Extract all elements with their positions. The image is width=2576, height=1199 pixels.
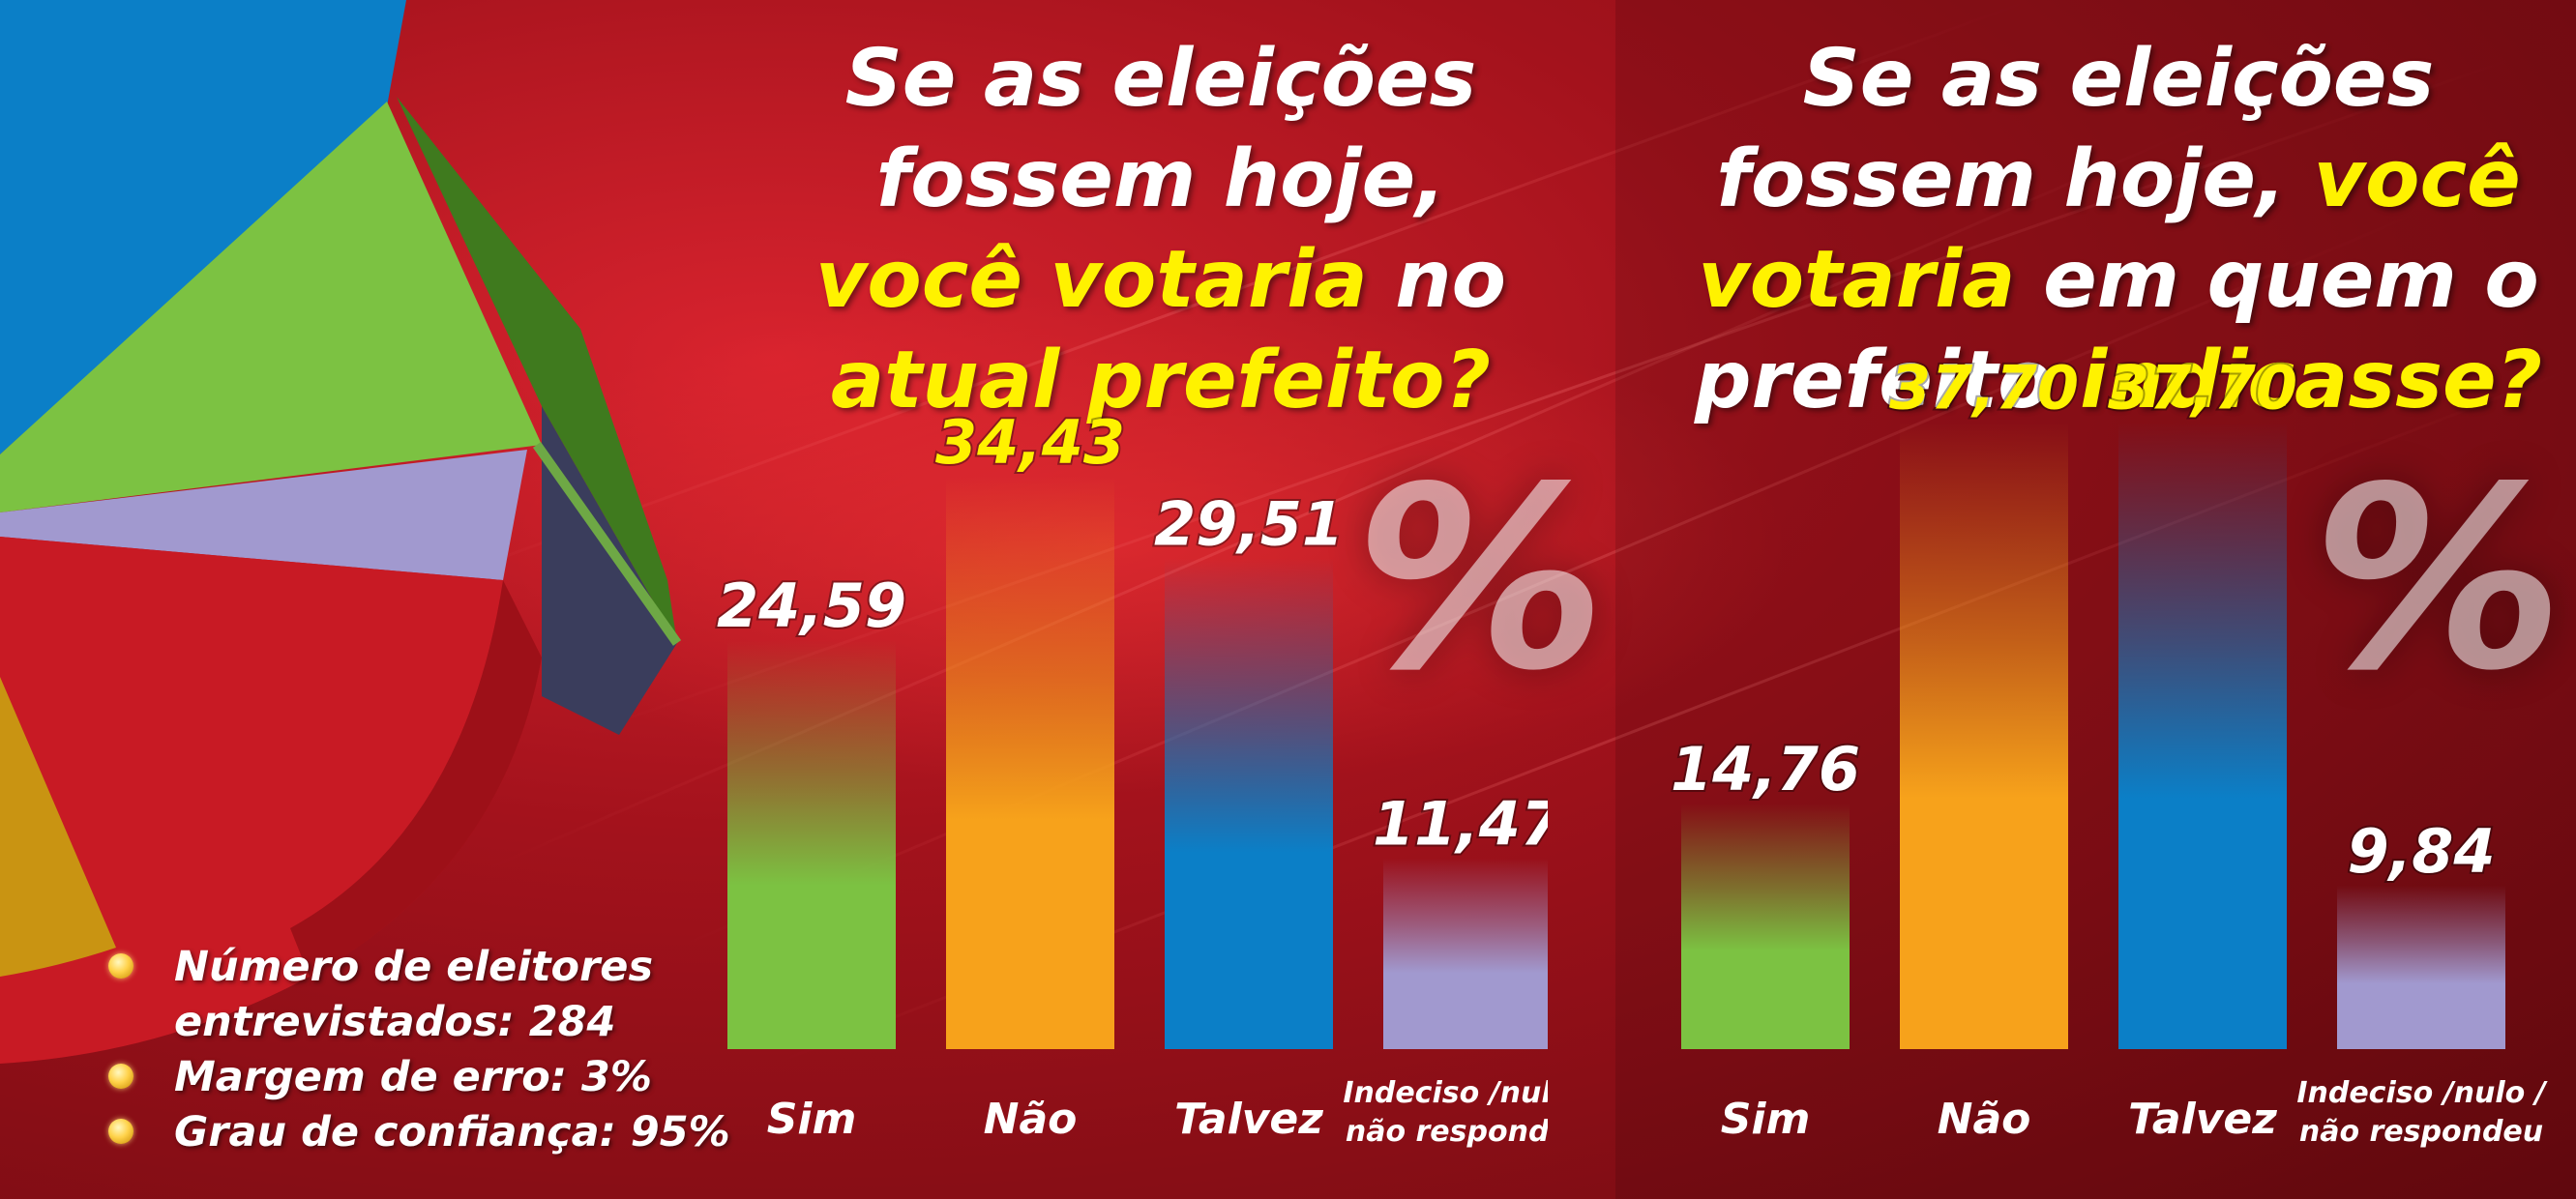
category-label: Talvez (2128, 1095, 2277, 1144)
pie-edge-green (532, 442, 682, 646)
pie-chart-decoration (0, 0, 682, 1064)
title-segment: em quem o (2015, 234, 2539, 326)
category-label: Sim (767, 1095, 857, 1144)
value-label: 9,84 (2348, 816, 2496, 887)
value-label: 24,59 (717, 570, 906, 641)
value-label: 37,70 (2108, 353, 2297, 424)
pie-slice-green (0, 102, 542, 512)
bar-talvez (2118, 422, 2287, 1049)
bullet-icon (108, 1064, 133, 1089)
note-text-cont: entrevistados: 284 (174, 998, 616, 1046)
chart-1-percent-symbol: % (1354, 434, 1607, 726)
pie-slice-red-shade (290, 580, 542, 977)
bar-chart-2: 14,76 Sim 37,70 Não 37,70 Talvez 9,84 Indeciso … (1669, 351, 2549, 1149)
bar-nao (946, 476, 1114, 1050)
value-label: 34,43 (935, 407, 1125, 478)
bar-nao (1900, 422, 2068, 1049)
category-label: Não (1938, 1095, 2031, 1144)
note-text: Margem de erro: 3% (174, 1053, 652, 1101)
title-highlight-segment: você (2313, 133, 2521, 225)
value-label: 14,76 (1671, 734, 1860, 804)
value-label: 11,47 (1373, 789, 1548, 860)
note-text: Número de eleitores (174, 943, 654, 991)
title-segment: Se as eleições (1802, 33, 2435, 125)
title-segment: fossem hoje, (875, 133, 1446, 225)
bullet-icon (108, 953, 133, 979)
value-label: 37,70 (1889, 353, 2079, 424)
pie-side-dark (542, 406, 677, 735)
pie-slice-green-side (397, 97, 677, 643)
category-label: não respondeu (1346, 1115, 1548, 1149)
category-label: Sim (1721, 1095, 1811, 1144)
pie-slice-gold (0, 677, 116, 977)
title-highlight-segment: indicasse? (2080, 335, 2543, 426)
value-label: 29,51 (1154, 488, 1344, 559)
bar-indeciso (2337, 885, 2505, 1049)
bullet-icon (108, 1119, 133, 1144)
category-label: Indeciso /nulo / (1343, 1076, 1548, 1110)
category-label: Indeciso /nulo / (2296, 1076, 2548, 1110)
category-label: Talvez (1174, 1095, 1323, 1144)
title-highlight-segment: votaria (1698, 234, 2016, 326)
title-segment: Se as eleições (844, 33, 1477, 125)
pie-slice-red (0, 537, 542, 1064)
title-segment: prefeito (1694, 335, 2081, 426)
title-segment: no (1367, 234, 1507, 326)
chart-1-title: Se as eleições fossem hoje, você votaria n… (793, 29, 1528, 431)
chart-2-percent-symbol: % (2312, 434, 2564, 726)
category-label: não respondeu (2299, 1115, 2543, 1149)
title-highlight-segment: atual prefeito? (830, 335, 1492, 426)
note-item: Margem de erro: 3% (108, 1050, 730, 1105)
chart-2-title: Se as eleições fossem hoje, você votaria e… (1673, 29, 2563, 431)
bar-chart-1: 24,59 Sim 34,43 Não 29,51 Talvez 11,47 Indeciso… (715, 405, 1548, 1149)
bar-talvez (1165, 558, 1333, 1049)
title-segment: fossem hoje, (1716, 133, 2314, 225)
title-highlight-segment: você votaria (814, 234, 1368, 326)
note-item: Grau de confiança: 95% (108, 1105, 730, 1160)
survey-notes: Número de eleitores entrevistados: 284 M… (108, 940, 730, 1160)
note-text: Grau de confiança: 95% (174, 1108, 730, 1156)
bar-sim (1681, 804, 1850, 1049)
bar-indeciso (1383, 858, 1548, 1049)
note-item: Número de eleitores entrevistados: 284 (108, 940, 730, 1050)
pie-slice-lavender (0, 450, 527, 580)
category-label: Não (984, 1095, 1078, 1144)
pie-slice-blue (0, 0, 406, 454)
bar-sim (727, 640, 896, 1049)
